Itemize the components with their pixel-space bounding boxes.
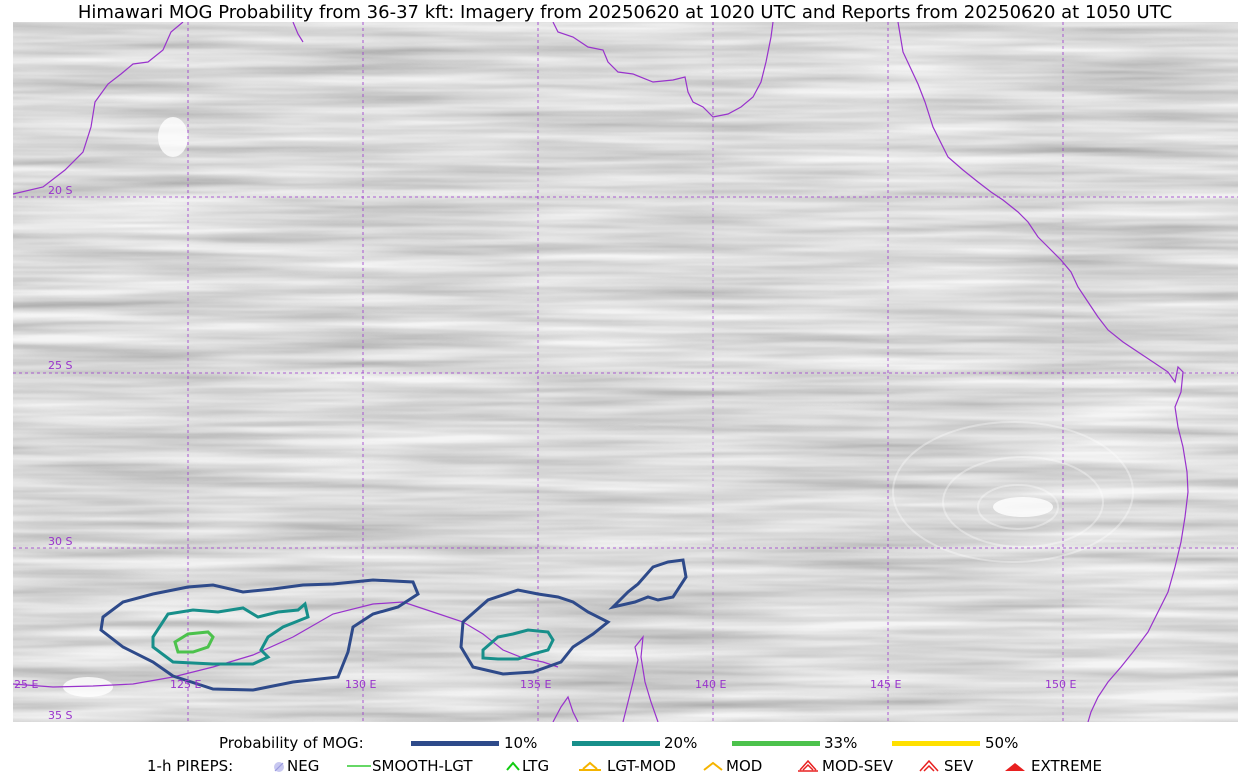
lat-label-20s: 20 S [48,184,72,197]
probability-swatch-10 [411,741,499,746]
mog-contour-10 [99,558,688,692]
graticule [13,22,1238,722]
pirep-label-smooth-lgt: SMOOTH-LGT [372,757,473,775]
bright-cloud-patches [63,117,1053,697]
caret-icon [506,761,520,771]
double-caret-icon [919,759,939,772]
caret-bar-icon [579,761,601,771]
lon-label-150e: 150 E [1045,678,1076,691]
lon-label-125e: 125 E [170,678,201,691]
neg-circle-icon [274,762,284,772]
lon-label-135e: 135 E [520,678,551,691]
pireps-legend: 1-h PIREPS: NEG SMOOTH-LGT LTG LGT-MOD M… [0,756,1250,776]
probability-label-10: 10% [504,734,538,752]
probability-swatch-20 [572,741,660,746]
cloud-swirl [892,421,1134,563]
lon-label-140e: 140 E [695,678,726,691]
lon-label-130e: 130 E [345,678,376,691]
lon-label-left-edge: 125 E [13,678,38,691]
probability-label-50: 50% [985,734,1019,752]
probability-legend: Probability of MOG: 10% 20% 33% 50% [0,733,1250,753]
probability-legend-label: Probability of MOG: [219,734,364,752]
lon-label-145e: 145 E [870,678,901,691]
probability-swatch-33 [732,741,820,746]
pirep-label-neg: NEG [287,757,320,775]
filled-caret-icon [1005,763,1025,771]
caret-icon [703,761,723,771]
pirep-label-sev: SEV [944,757,974,775]
lat-label-30s: 30 S [48,535,72,548]
pirep-label-extreme: EXTREME [1031,757,1102,775]
probability-label-33: 33% [824,734,858,752]
mog-contour-33 [173,630,215,654]
pirep-label-mod-sev: MOD-SEV [822,757,893,775]
dash-icon [347,765,371,767]
pirep-label-mod: MOD [726,757,763,775]
imagery-texture [13,22,1238,722]
probability-label-20: 20% [664,734,698,752]
mog-contour-20 [151,601,555,666]
lat-label-35s: 35 S [48,709,72,722]
coastline [13,22,1189,722]
pirep-label-ltg: LTG [522,757,550,775]
satellite-map: 20 S 25 S 30 S 35 S 125 E 125 E 130 E 13… [13,22,1238,722]
map-title: Himawari MOG Probability from 36-37 kft:… [77,2,1173,23]
double-caret-bar-icon [798,759,818,772]
pirep-label-lgt-mod: LGT-MOD [607,757,676,775]
lat-label-25s: 25 S [48,359,72,372]
pireps-legend-label: 1-h PIREPS: [147,757,234,775]
probability-swatch-50 [892,741,980,746]
